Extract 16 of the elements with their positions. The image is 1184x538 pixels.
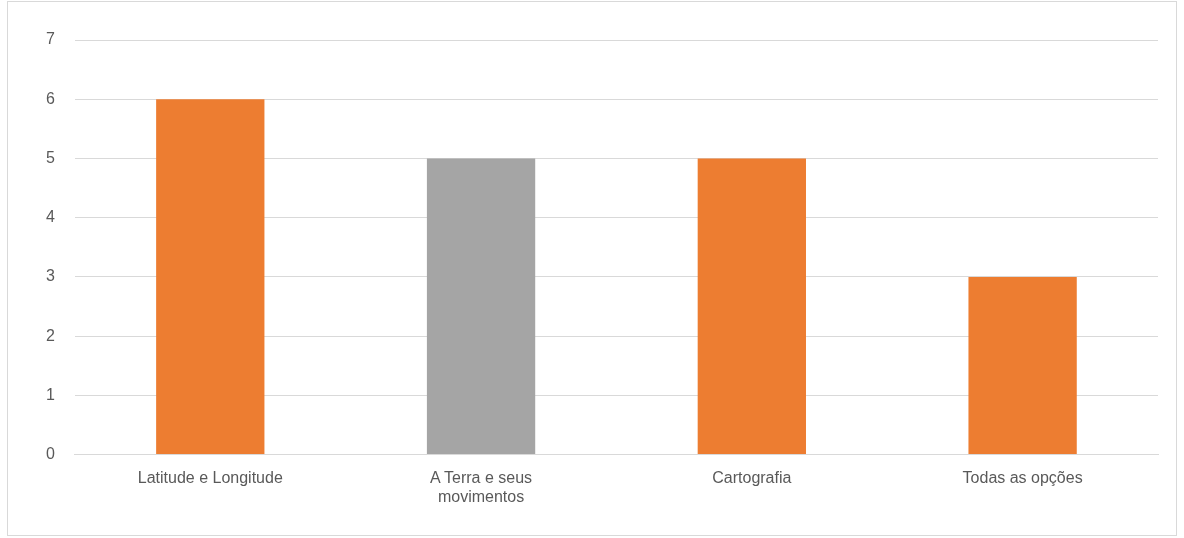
bar <box>426 158 536 455</box>
x-tick-label: A Terra e seus movimentos <box>430 468 533 505</box>
bar <box>697 158 806 455</box>
y-tick-label: 6 <box>45 89 55 107</box>
x-tick-label: Cartografia <box>712 468 792 486</box>
y-tick-label: 1 <box>45 385 55 403</box>
y-tick-label: 4 <box>45 208 55 226</box>
y-tick-label: 5 <box>45 148 55 166</box>
bar <box>156 99 265 455</box>
y-tick-label: 0 <box>45 445 55 463</box>
x-tick-label: Todas as opções <box>962 468 1083 486</box>
bar <box>968 276 1077 455</box>
y-tick-label: 2 <box>45 326 55 344</box>
y-tick-label: 3 <box>45 267 55 285</box>
x-tick-label: Latitude e Longitude <box>137 468 283 486</box>
y-tick-label: 7 <box>45 30 55 48</box>
